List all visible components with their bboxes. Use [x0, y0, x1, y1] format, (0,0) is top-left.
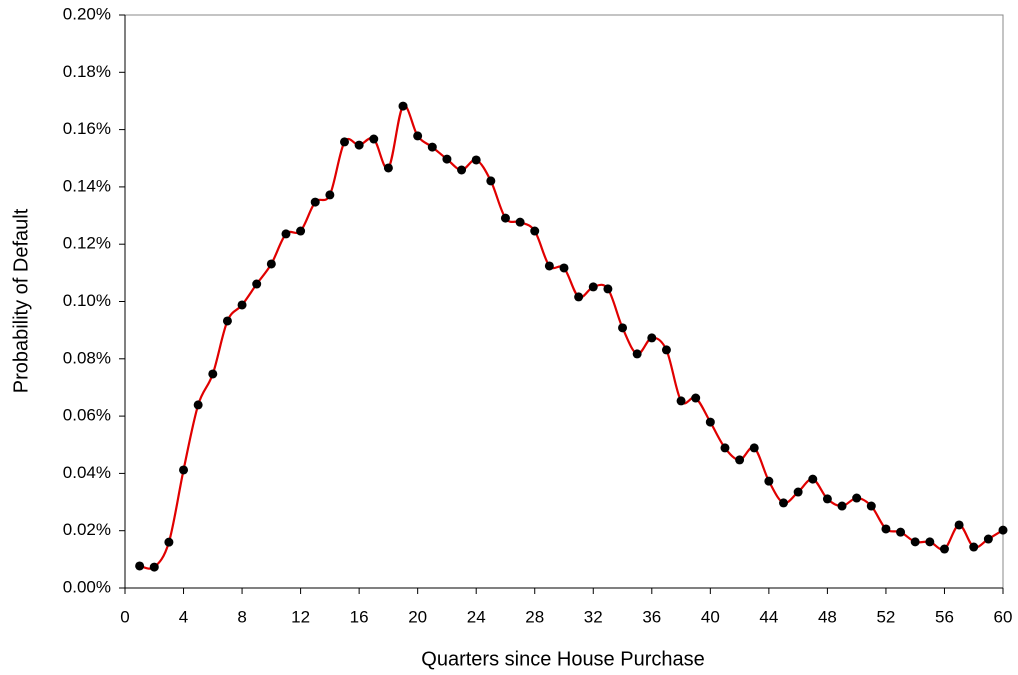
data-point — [149, 562, 159, 572]
x-tick-label: 56 — [935, 607, 954, 626]
data-point — [705, 417, 715, 427]
data-point — [779, 498, 788, 508]
data-point — [310, 197, 320, 207]
data-point — [442, 154, 452, 164]
data-point — [632, 349, 642, 359]
data-point — [676, 396, 686, 406]
data-point — [427, 142, 437, 152]
data-point — [618, 323, 628, 333]
data-point — [296, 226, 306, 236]
data-point — [266, 259, 276, 269]
y-tick-label: 0.06% — [63, 406, 111, 425]
x-tick-label: 36 — [642, 607, 661, 626]
data-point — [486, 176, 496, 186]
x-tick-label: 16 — [350, 607, 369, 626]
x-tick-label: 4 — [179, 607, 188, 626]
data-point — [413, 131, 423, 141]
y-tick-label: 0.16% — [63, 119, 111, 138]
data-point — [252, 279, 262, 289]
data-point — [135, 561, 145, 571]
y-tick-label: 0.04% — [63, 463, 111, 482]
x-tick-label: 12 — [291, 607, 310, 626]
data-point — [588, 282, 598, 292]
data-point — [544, 261, 554, 271]
x-tick-label: 60 — [994, 607, 1013, 626]
data-point — [603, 284, 613, 294]
data-point — [354, 140, 364, 150]
data-point — [691, 393, 701, 403]
y-tick-label: 0.20% — [63, 4, 111, 23]
data-point — [808, 474, 818, 484]
x-tick-label: 28 — [525, 607, 544, 626]
data-point — [471, 155, 481, 165]
data-point — [515, 217, 525, 227]
data-point — [881, 524, 891, 534]
x-tick-label: 20 — [408, 607, 427, 626]
data-point — [954, 520, 964, 530]
data-point — [281, 229, 291, 239]
x-tick-label: 24 — [467, 607, 486, 626]
data-point — [983, 534, 993, 544]
x-tick-label: 8 — [237, 607, 246, 626]
data-point — [457, 165, 467, 175]
data-point — [574, 292, 584, 302]
data-point — [925, 537, 935, 547]
data-point — [896, 527, 906, 537]
data-point — [866, 501, 876, 511]
x-tick-label: 44 — [759, 607, 778, 626]
data-point — [369, 134, 379, 144]
data-point — [749, 443, 759, 453]
data-point — [340, 137, 349, 147]
data-point — [822, 494, 832, 504]
data-line — [139, 104, 1004, 570]
data-point — [969, 542, 979, 552]
y-tick-label: 0.00% — [63, 577, 111, 596]
data-point — [793, 487, 803, 497]
data-point — [179, 465, 189, 475]
data-point — [735, 455, 745, 465]
x-tick-label: 48 — [818, 607, 837, 626]
data-point — [764, 476, 774, 486]
x-tick-label: 0 — [120, 607, 129, 626]
data-point — [910, 537, 920, 547]
y-tick-label: 0.14% — [63, 176, 111, 195]
data-point — [500, 213, 510, 223]
data-point — [237, 300, 247, 310]
data-point — [852, 493, 862, 503]
data-point — [559, 263, 569, 273]
y-tick-label: 0.08% — [63, 348, 111, 367]
data-point — [530, 226, 540, 236]
data-point — [939, 544, 949, 554]
y-tick-label: 0.18% — [63, 62, 111, 81]
x-tick-label: 40 — [701, 607, 720, 626]
data-point — [837, 501, 847, 511]
x-axis-title: Quarters since House Purchase — [421, 648, 704, 670]
data-point — [325, 190, 335, 200]
data-point — [208, 369, 218, 379]
data-point — [647, 333, 657, 343]
data-point — [398, 101, 408, 111]
x-tick-label: 32 — [584, 607, 603, 626]
data-point — [164, 537, 174, 547]
y-tick-label: 0.02% — [63, 520, 111, 539]
data-point — [720, 443, 730, 453]
data-point — [661, 345, 671, 355]
data-point — [998, 525, 1008, 535]
data-point — [193, 400, 203, 410]
y-tick-label: 0.10% — [63, 291, 111, 310]
y-tick-label: 0.12% — [63, 234, 111, 253]
y-axis-title: Probability of Default — [10, 208, 32, 393]
data-point — [222, 316, 232, 326]
x-tick-label: 52 — [876, 607, 895, 626]
data-point — [383, 163, 393, 173]
